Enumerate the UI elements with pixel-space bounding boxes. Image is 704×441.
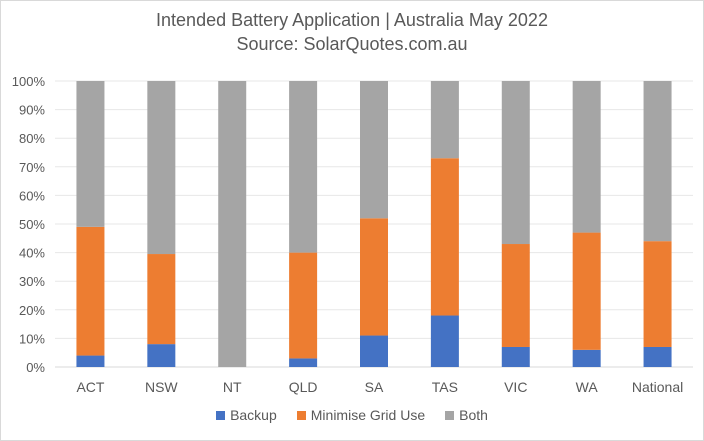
bar-series (76, 81, 672, 367)
legend-swatch (296, 410, 306, 420)
legend-label: Both (459, 407, 488, 423)
bar-segment (643, 346, 672, 367)
bar-segment (643, 81, 672, 242)
bar-segment (76, 81, 105, 227)
y-tick-label: 60% (19, 188, 45, 203)
x-tick-label: WA (576, 379, 599, 395)
legend-swatch (216, 410, 226, 420)
bar-segment (218, 81, 247, 367)
legend-label: Minimise Grid Use (310, 407, 426, 423)
legend-item: Backup (216, 407, 277, 423)
y-tick-label: 80% (19, 131, 45, 146)
y-tick-label: 10% (19, 331, 45, 346)
chart-title: Intended Battery Application | Australia… (156, 10, 548, 30)
x-tick-label: NT (223, 379, 242, 395)
legend-item: Both (445, 407, 488, 423)
y-tick-label: 0% (26, 360, 45, 375)
bar-segment (76, 355, 105, 367)
y-tick-label: 90% (19, 103, 45, 118)
bar-segment (360, 218, 388, 336)
y-tick-label: 50% (19, 217, 45, 232)
y-tick-label: 70% (19, 160, 45, 175)
bar-segment (289, 252, 318, 359)
bar-segment (360, 81, 388, 219)
legend: Backup Minimise Grid Use Both (0, 407, 704, 423)
x-tick-label: ACT (76, 379, 104, 395)
bar-segment (147, 254, 176, 345)
bar-segment (76, 226, 105, 356)
x-tick-label: QLD (289, 379, 318, 395)
bar-segment (501, 244, 530, 347)
legend-label: Backup (230, 407, 277, 423)
chart-title-block: Intended Battery Application | Australia… (0, 8, 704, 56)
bar-segment (572, 349, 601, 367)
bar-segment (430, 315, 459, 367)
y-tick-label: 100% (12, 74, 46, 89)
bar-segment (360, 335, 388, 367)
y-tick-label: 40% (19, 246, 45, 261)
x-tick-label: National (632, 379, 683, 395)
legend-item: Minimise Grid Use (296, 407, 426, 423)
bar-segment (430, 81, 459, 159)
bar-segment (289, 358, 318, 367)
x-tick-label: VIC (504, 379, 527, 395)
legend-swatch (445, 410, 455, 420)
bar-segment (430, 158, 459, 316)
bar-segment (572, 232, 601, 350)
y-tick-label: 20% (19, 303, 45, 318)
x-tick-label: SA (365, 379, 384, 395)
x-tick-label: TAS (432, 379, 458, 395)
x-axis-ticks: ACT NSW NT QLD SA TAS VIC WA National (76, 379, 683, 395)
x-tick-label: NSW (145, 379, 178, 395)
bar-segment (572, 81, 601, 233)
bar-segment (501, 81, 530, 245)
bar-segment (643, 241, 672, 347)
bar-segment (289, 81, 318, 253)
bar-segment (147, 81, 176, 255)
y-axis-ticks: 0% 10% 20% 30% 40% 50% 60% 70% 80% 90% 100% (12, 74, 46, 375)
y-tick-label: 30% (19, 274, 45, 289)
chart-subtitle: Source: SolarQuotes.com.au (236, 34, 468, 54)
bar-segment (147, 344, 176, 367)
bar-segment (501, 346, 530, 367)
